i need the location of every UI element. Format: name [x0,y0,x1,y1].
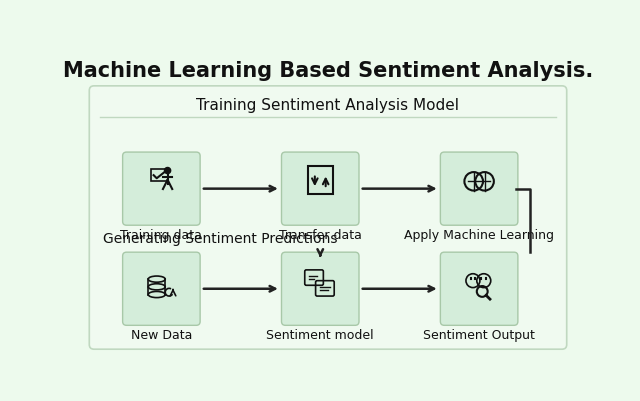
Text: Sentiment model: Sentiment model [266,329,374,342]
Text: New Data: New Data [131,329,192,342]
Text: Machine Learning Based Sentiment Analysis.: Machine Learning Based Sentiment Analysi… [63,61,593,81]
FancyBboxPatch shape [123,252,200,325]
FancyBboxPatch shape [440,252,518,325]
Text: Training data: Training data [120,229,202,242]
Text: Sentiment Output: Sentiment Output [423,329,535,342]
FancyBboxPatch shape [90,86,566,349]
FancyBboxPatch shape [282,152,359,225]
FancyBboxPatch shape [282,252,359,325]
FancyBboxPatch shape [440,152,518,225]
Text: Training Sentiment Analysis Model: Training Sentiment Analysis Model [196,98,460,113]
Bar [308,166,333,194]
Text: Apply Machine Learning: Apply Machine Learning [404,229,554,242]
Bar [150,169,168,181]
FancyBboxPatch shape [123,152,200,225]
Text: Generating Sentiment Predictions: Generating Sentiment Predictions [103,232,338,246]
Text: Transfer data: Transfer data [279,229,362,242]
Circle shape [164,168,171,174]
